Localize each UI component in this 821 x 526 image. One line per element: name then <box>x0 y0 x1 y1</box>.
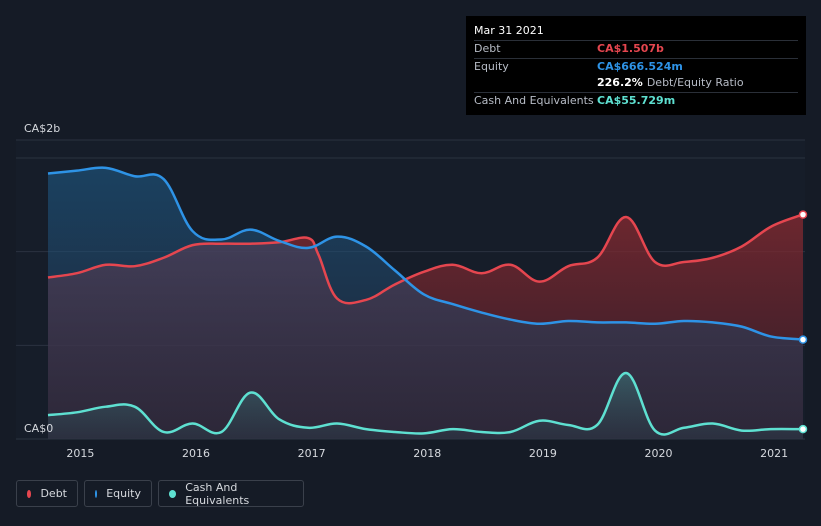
series-endpoints <box>798 210 808 434</box>
x-tick-label: 2017 <box>298 447 326 460</box>
x-tick-label: 2021 <box>760 447 788 460</box>
cash-and-equivalents-line <box>47 371 805 436</box>
equity-area <box>48 167 804 439</box>
legend-item-debt[interactable]: Debt <box>16 480 78 507</box>
tooltip-label: Cash And Equivalents <box>474 93 594 107</box>
x-tick-label: 2019 <box>529 447 557 460</box>
y-axis-labels: CA$0 CA$2b <box>24 122 60 435</box>
debt-line <box>47 213 805 305</box>
tooltip-value-ratio: 226.2% <box>597 76 643 89</box>
series-lines <box>47 166 805 436</box>
tooltip-value-cash: CA$55.729m <box>597 93 676 107</box>
x-tick-label: 2020 <box>644 447 672 460</box>
tooltip-value-debt: CA$1.507b <box>597 42 664 55</box>
equity-dot-icon <box>95 489 98 498</box>
tooltip-label <box>474 75 597 92</box>
equity-line <box>47 166 805 341</box>
tooltip-value-equity: CA$666.524m <box>597 59 683 73</box>
tooltip-row-debt: Debt CA$1.507b <box>474 40 798 58</box>
debt-dot-icon <box>27 489 32 498</box>
tooltip-row-equity: Equity CA$666.524m <box>474 57 798 76</box>
x-tick-label: 2016 <box>182 447 210 460</box>
tooltip-label: Debt <box>474 42 501 55</box>
x-axis-labels: 2015 2016 2017 2018 2019 2020 2021 <box>66 447 788 460</box>
equity-endpoint[interactable] <box>798 335 808 344</box>
tooltip-ratio-caption: Debt/Equity Ratio <box>646 76 744 89</box>
legend-label: Cash And Equivalents <box>185 480 250 507</box>
tooltip-row-cash: Cash And Equivalents CA$55.729m <box>474 91 798 110</box>
legend-item-cash[interactable]: Cash And Equivalents <box>158 480 304 507</box>
cash-and-equivalents-endpoint[interactable] <box>798 424 808 434</box>
tooltip-label: Equity <box>474 59 509 73</box>
debt-endpoint[interactable] <box>798 210 808 219</box>
legend-label: Debt <box>40 487 67 500</box>
legend-label: Equity <box>106 487 141 500</box>
y-tick-label: CA$0 <box>24 422 53 435</box>
legend-item-equity[interactable]: Equity <box>84 480 152 507</box>
x-tick-label: 2018 <box>413 447 441 460</box>
x-tick-label: 2015 <box>66 447 94 460</box>
data-tooltip: Mar 31 2021 Debt CA$1.507b Equity CA$666… <box>466 16 806 115</box>
tooltip-date: Mar 31 2021 <box>474 24 544 37</box>
cash-dot-icon <box>169 489 177 498</box>
tooltip-row-ratio: 226.2% Debt/Equity Ratio <box>474 75 798 92</box>
y-tick-label: CA$2b <box>24 122 60 135</box>
